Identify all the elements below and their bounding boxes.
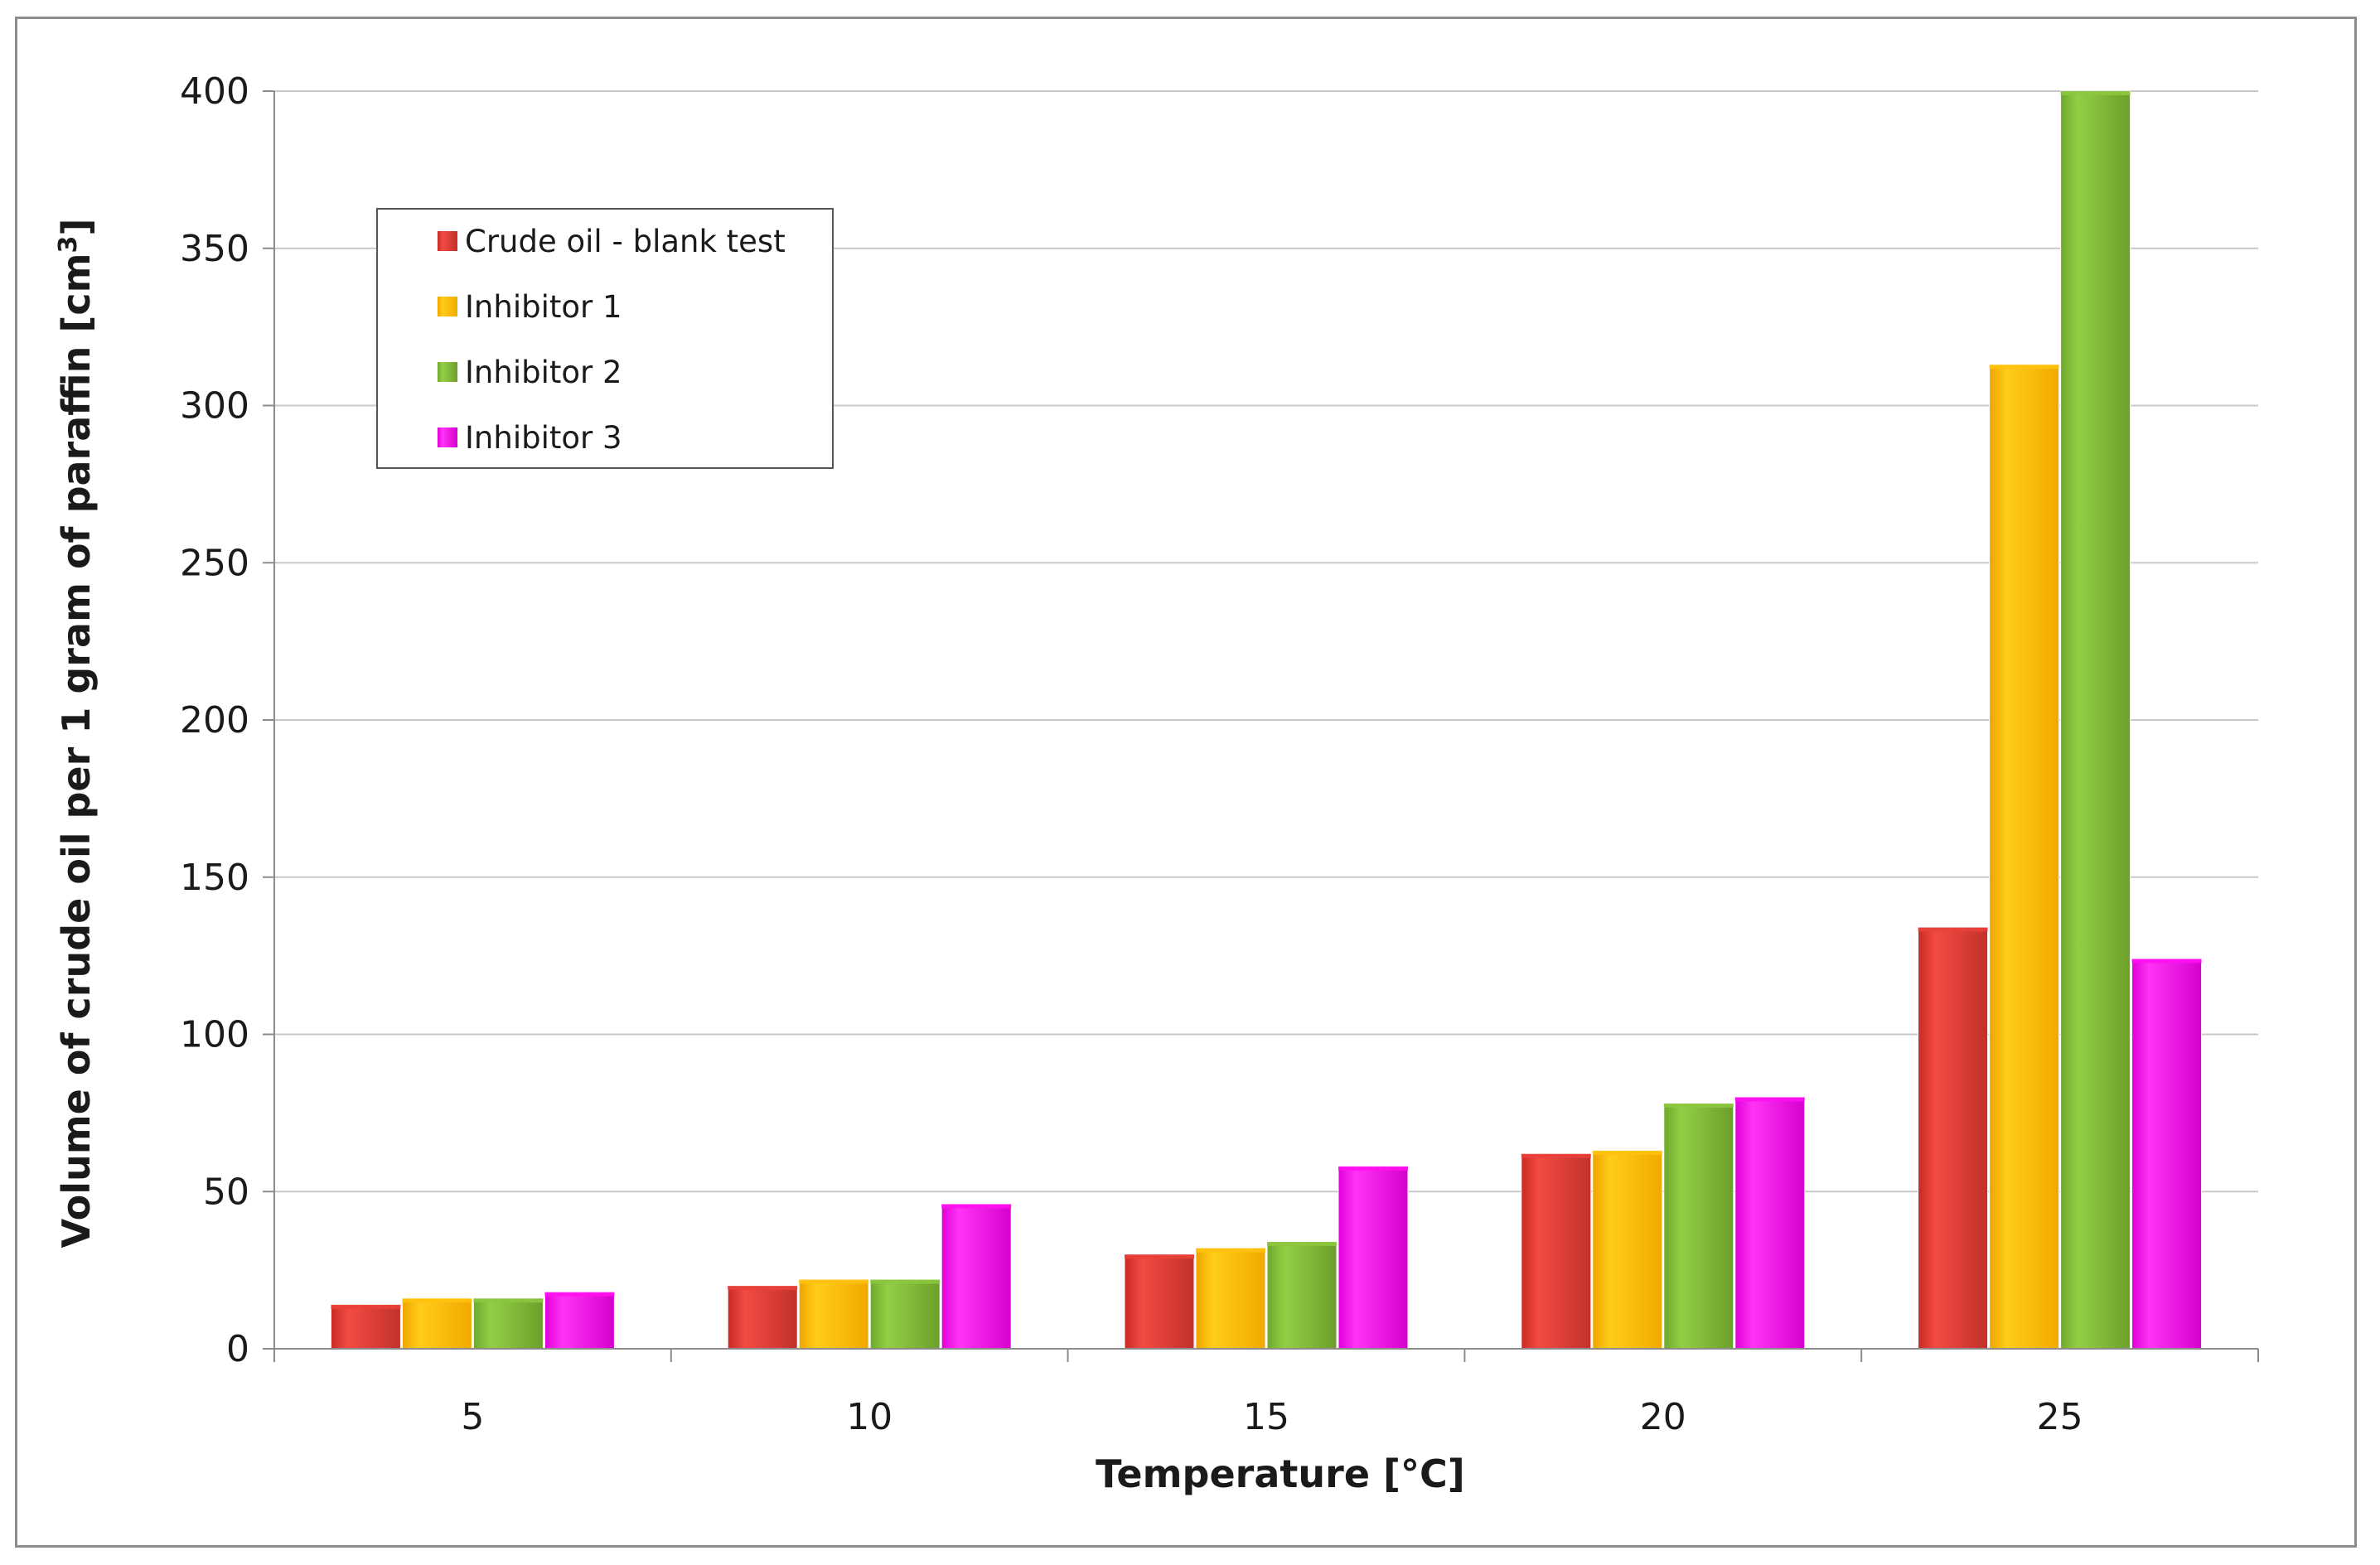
bar-cap [1125,1254,1194,1259]
bar-1-10 [727,1285,798,1350]
bar-cap [1663,1103,1734,1108]
legend-label: Inhibitor 1 [465,289,622,325]
bar-4-5 [544,1292,615,1350]
bar-2-25 [1989,364,2060,1350]
legend-label: Inhibitor 2 [465,355,622,390]
bar-1-20 [1521,1153,1592,1350]
y-tick-label: 300 [180,385,249,427]
bar-cap [1338,1166,1408,1171]
y-tick-label: 150 [180,857,249,899]
bar-cap [2131,959,2202,964]
bar-1-15 [1124,1253,1195,1350]
y-tick-label: 200 [180,699,249,741]
y-axis-title-main: Volume of crude oil per 1 gram of paraff… [54,253,99,1248]
bar-cap [870,1279,941,1284]
bars [330,90,2203,1350]
bar-4-20 [1734,1096,1806,1350]
x-tick-labels: 5 10 15 20 25 [461,1396,2082,1438]
x-tick-label: 10 [846,1396,892,1438]
bar-cap [544,1292,615,1297]
y-tick-label: 100 [180,1014,249,1056]
bar-2-5 [401,1297,472,1350]
bar-2-20 [1592,1150,1663,1350]
x-tick-label: 20 [1640,1396,1686,1438]
legend-swatch [438,297,457,316]
bar-2-15 [1195,1248,1266,1350]
y-tick-label: 250 [180,542,249,584]
bar-cap [1918,927,1988,932]
bar-4-15 [1338,1166,1409,1350]
x-tick-label: 25 [2037,1396,2083,1438]
bar-cap [728,1286,798,1291]
bar-3-10 [869,1279,941,1350]
legend-box [376,208,834,469]
x-tick-label: 5 [461,1396,484,1438]
bar-cap [1734,1097,1805,1102]
bar-cap [473,1298,544,1303]
y-tick-label: 400 [180,70,249,113]
bar-cap [799,1279,869,1284]
bar-cap [331,1304,401,1309]
legend-label: Inhibitor 3 [465,420,622,456]
bar-4-10 [941,1203,1012,1350]
bar-cap [1267,1241,1337,1246]
y-tick-label: 50 [203,1171,249,1213]
y-tick-labels: 0 50 100 150 200 250 300 350 400 [180,70,249,1370]
bar-cap [1196,1248,1265,1253]
bar-4-25 [2131,958,2203,1350]
y-tick-label: 350 [180,228,249,270]
axes [273,91,2259,1362]
bar-cap [2060,91,2131,95]
x-tick-label: 15 [1243,1396,1289,1438]
bar-1-5 [330,1304,401,1350]
legend-swatch [438,362,457,382]
legend: Crude oil - blank test Inhibitor 1 Inhibit… [376,208,834,469]
legend-swatch [438,427,457,447]
y-axis-title-superscript: 3 [54,236,83,254]
bar-cap [941,1204,1012,1209]
y-tick-label: 0 [226,1328,249,1370]
bar-cap [1592,1150,1662,1155]
bar-cap [1521,1153,1591,1158]
y-axis-title-suffix: ] [54,219,99,236]
bar-cap [1989,365,2059,370]
bar-3-5 [472,1297,544,1350]
x-axis-title: Temperature [°C] [1096,1451,1465,1496]
legend-label: Crude oil - blank test [465,224,786,259]
legend-swatch [438,231,457,251]
bar-1-25 [1918,926,1989,1350]
bar-2-10 [798,1279,869,1350]
bar-3-15 [1266,1241,1338,1350]
y-axis-title: Volume of crude oil per 1 gram of paraff… [54,219,99,1249]
bar-3-25 [2060,90,2131,1350]
bar-cap [402,1298,472,1303]
bar-3-20 [1663,1103,1734,1350]
